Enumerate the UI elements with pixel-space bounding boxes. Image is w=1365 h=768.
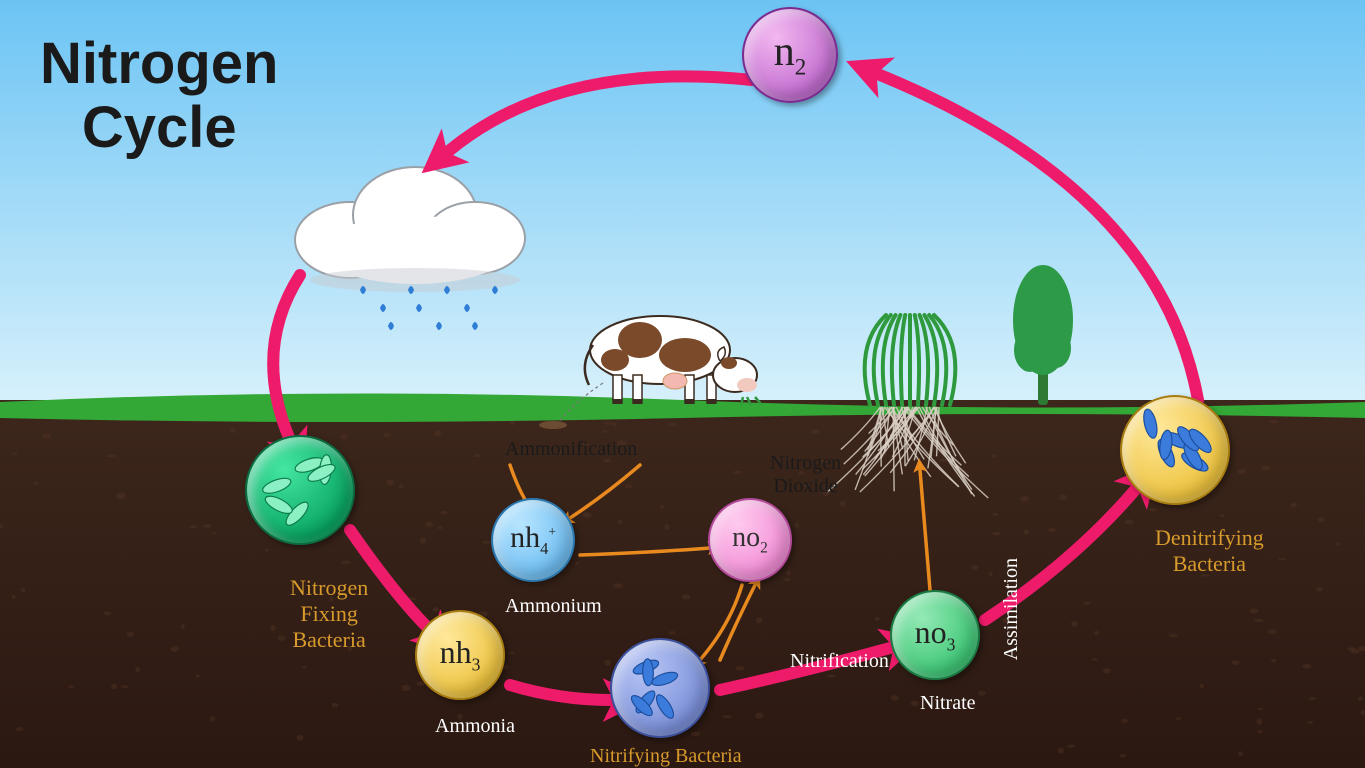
node-no3-formula: no3 [915,616,956,654]
label-nitrogen_dioxide: Nitrogen Dioxide [770,452,841,498]
label-nitrifying: Nitrifying Bacteria [590,745,742,768]
node-nh4-formula: nh4+ [510,523,556,558]
node-n2-formula: n2 [774,31,807,78]
diagram-stage: NitrogenCycle n2 nh4+ no2 nh3 no3 Ammonificati… [0,0,1365,768]
label-assimilation: Assimilation [1000,558,1023,660]
label-ammonia: Ammonia [435,715,515,738]
label-ammonification: Ammonification [505,438,637,461]
label-nitrification: Nitrification [790,650,889,673]
node-nfixbac [245,435,355,545]
label-nitrate: Nitrate [920,692,976,715]
node-denibac [1120,395,1230,505]
title-line-1: Nitrogen [40,32,278,96]
node-n2: n2 [742,7,838,103]
label-ammonium: Ammonium [505,595,602,618]
node-no2-formula: no2 [732,524,768,556]
node-nh4: nh4+ [491,498,575,582]
node-no3: no3 [890,590,980,680]
title-line-2: Cycle [40,96,278,160]
node-nitrbac [610,638,710,738]
node-nh3: nh3 [415,610,505,700]
node-no2: no2 [708,498,792,582]
label-denitrifying: Denitrifying Bacteria [1155,525,1264,577]
diagram-title: NitrogenCycle [40,32,278,160]
label-nfix: Nitrogen Fixing Bacteria [290,575,368,653]
node-nh3-formula: nh3 [440,636,481,674]
